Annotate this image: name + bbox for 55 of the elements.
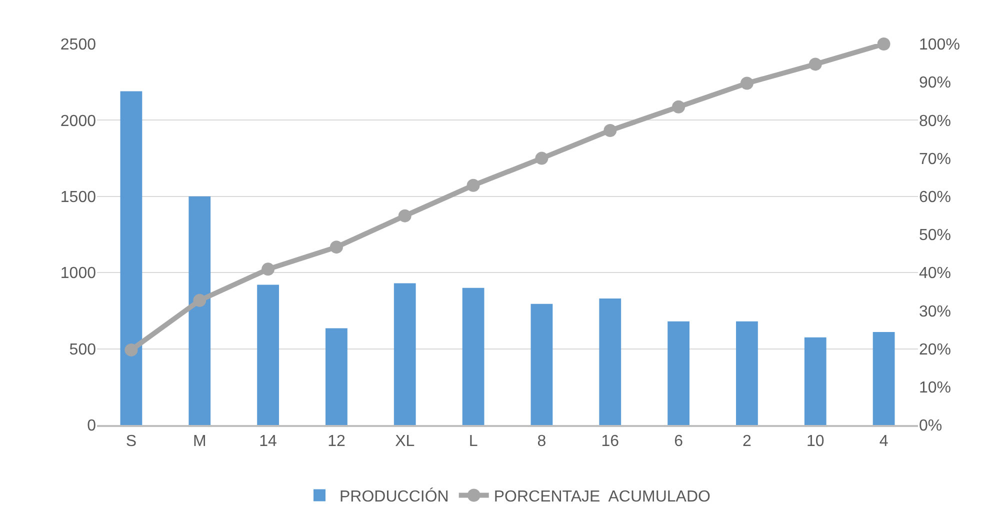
y2-tick-label: 60% xyxy=(919,189,952,206)
x-tick-label: 16 xyxy=(601,433,620,450)
y2-tick-label: 80% xyxy=(919,112,952,130)
y-tick-label: 1000 xyxy=(60,265,96,282)
x-tick-label: M xyxy=(192,433,206,450)
legend-label: PORCENTAJE ACUMULADO xyxy=(494,488,710,506)
point xyxy=(193,294,206,307)
y2-tick-label: 100% xyxy=(919,36,960,54)
point xyxy=(398,209,412,222)
x-tick-label: 14 xyxy=(259,433,278,450)
bar xyxy=(736,321,758,425)
y2-tick-label: 40% xyxy=(919,265,952,282)
bar xyxy=(394,283,416,425)
y-tick-label: 1500 xyxy=(60,189,96,206)
point xyxy=(740,76,754,90)
bar xyxy=(872,332,895,425)
point xyxy=(330,240,343,254)
bar xyxy=(462,288,484,425)
bar xyxy=(599,298,622,425)
y2-tick-label: 10% xyxy=(919,380,952,396)
y2-tick-label: 70% xyxy=(919,150,952,168)
bar xyxy=(530,304,553,425)
legend-label: PRODUCCIÓN xyxy=(340,487,449,506)
x-tick-label: XL xyxy=(395,433,415,450)
y-tick-label: 2500 xyxy=(60,36,96,54)
point xyxy=(672,100,686,114)
point xyxy=(604,124,617,137)
bar xyxy=(120,91,142,425)
bar xyxy=(188,196,211,425)
y2-tick-label: 50% xyxy=(919,227,952,244)
x-tick-label: L xyxy=(468,433,478,450)
bar xyxy=(326,328,348,425)
x-tick-label: 12 xyxy=(328,433,346,450)
x-tick-label: 6 xyxy=(674,433,684,450)
point xyxy=(262,262,275,276)
y2-tick-label: 0% xyxy=(919,418,942,435)
point xyxy=(466,178,480,192)
y-tick-label: 500 xyxy=(69,341,96,358)
x-tick-label: 10 xyxy=(806,433,824,450)
bar xyxy=(804,337,826,425)
x-tick-label: 8 xyxy=(537,433,546,450)
y-tick-label: 2000 xyxy=(60,112,96,130)
x-tick-label: S xyxy=(126,433,137,450)
x-tick-label: 4 xyxy=(879,433,888,450)
y2-tick-label: 30% xyxy=(919,303,952,320)
bar xyxy=(257,284,279,425)
y-tick-label: 0 xyxy=(87,418,96,435)
point xyxy=(535,152,548,165)
y2-tick-label: 90% xyxy=(919,74,952,92)
x-tick-label: 2 xyxy=(742,433,752,450)
point xyxy=(124,343,138,356)
y2-tick-label: 20% xyxy=(919,341,952,358)
point xyxy=(877,38,890,50)
point xyxy=(808,58,822,71)
bar xyxy=(668,321,690,425)
